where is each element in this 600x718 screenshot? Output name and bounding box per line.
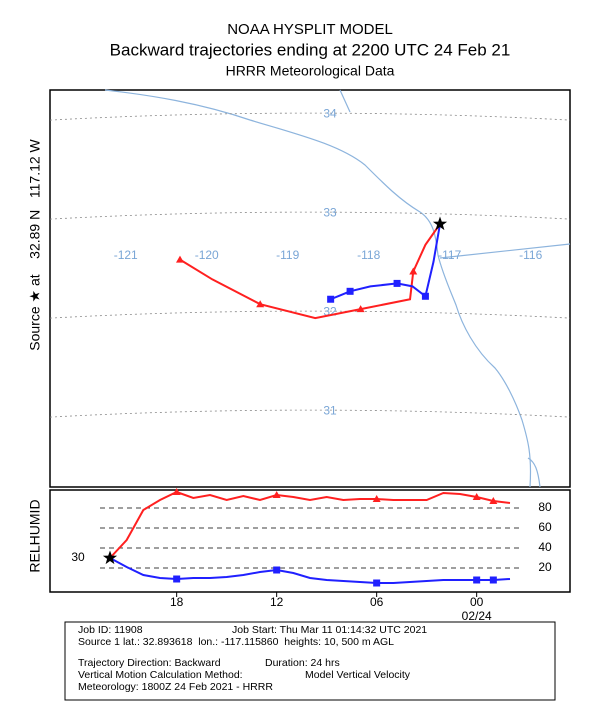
x-tick-label: 12 (270, 595, 284, 609)
trajectory-marker (409, 267, 418, 275)
profile-marker (272, 491, 281, 498)
lon-label: -118 (357, 248, 380, 262)
chart-title: NOAA HYSPLIT MODEL (227, 21, 393, 38)
footer-text: Source 1 lat.: 32.893618 lon.: -117.1158… (78, 636, 394, 648)
lat-label: 34 (323, 106, 337, 120)
trajectory-marker (356, 305, 365, 313)
side-label: Source ★ at 32.89 N 117.12 W (27, 138, 43, 350)
lat-grid-line (49, 409, 571, 418)
footer-text: Job Start: Thu Mar 11 01:14:32 UTC 2021 (232, 624, 427, 636)
data-source: HRRR Meteorological Data (226, 63, 395, 79)
profile-marker (489, 576, 497, 584)
trajectory-marker (256, 300, 265, 308)
lat-grid-line (49, 112, 571, 121)
profile-marker (173, 575, 181, 583)
trajectory-marker (346, 287, 354, 295)
profile-line (109, 557, 511, 584)
coastline (104, 89, 571, 488)
lat-grid-line (49, 211, 571, 220)
island-path (339, 89, 351, 113)
trajectory-marker (327, 295, 335, 303)
footer-text: Model Vertical Velocity (305, 669, 411, 681)
x-tick-label: 18 (170, 595, 184, 609)
date-label: 02/24 (462, 609, 492, 623)
profile-marker (489, 497, 498, 504)
lon-label: -121 (114, 248, 138, 262)
profile-marker (472, 493, 481, 500)
gulf-path (527, 457, 541, 488)
footer-text: Trajectory Direction: Backward (78, 657, 221, 669)
y-tick-label: 60 (538, 520, 552, 534)
profile-frame (49, 489, 571, 593)
border-path (439, 243, 571, 259)
map-frame (49, 89, 571, 488)
footer-text: Duration: 24 hrs (265, 657, 340, 669)
profile-marker (473, 576, 481, 584)
profile-ylabel: RELHUMID (27, 499, 43, 572)
x-tick-label: 00 (470, 595, 484, 609)
lat-grid-line (49, 310, 571, 319)
profile-marker (273, 566, 281, 574)
lon-label: -116 (519, 248, 542, 262)
source-star (432, 216, 448, 231)
trajectory-marker (393, 279, 401, 287)
footer-text: Job ID: 11908 (78, 624, 143, 636)
trajectory-line (179, 223, 441, 320)
lon-label: -117 (438, 248, 461, 262)
chart-subtitle: Backward trajectories ending at 2200 UTC… (110, 40, 511, 59)
trajectory-marker (421, 292, 429, 300)
lon-label: -120 (195, 248, 219, 262)
profile-marker (172, 488, 181, 495)
footer-text: Meteorology: 1800Z 24 Feb 2021 - HRRR (78, 681, 273, 693)
lat-label: 31 (323, 403, 337, 417)
start-value-label: 30 (71, 550, 85, 564)
footer-text: Vertical Motion Calculation Method: (78, 669, 243, 681)
x-tick-label: 06 (370, 595, 384, 609)
profile-marker (372, 495, 381, 502)
profile-source-star (102, 550, 118, 565)
lat-label: 33 (323, 205, 337, 219)
footer-frame (64, 621, 556, 701)
profile-marker (373, 579, 381, 587)
y-tick-label: 20 (538, 560, 552, 574)
y-tick-label: 80 (538, 500, 552, 514)
y-tick-label: 40 (538, 540, 552, 554)
coast-path (104, 89, 532, 488)
trajectory-marker (175, 255, 184, 263)
lon-label: -119 (276, 248, 299, 262)
